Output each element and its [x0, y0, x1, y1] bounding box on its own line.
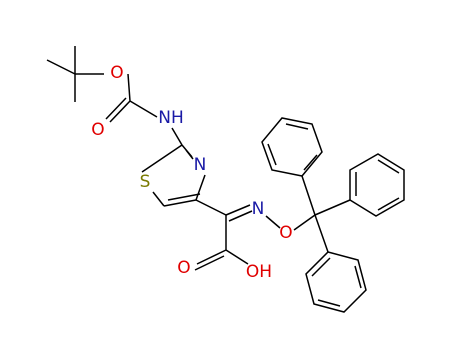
bond	[225, 204, 316, 231]
atom-label: OH	[246, 262, 272, 282]
bond	[105, 73, 158, 123]
bond	[301, 175, 351, 253]
atom-label: N	[194, 155, 207, 175]
bond	[194, 215, 249, 271]
atom-label: NH	[158, 108, 184, 128]
phenyl	[349, 153, 405, 217]
bond	[195, 199, 227, 216]
atom-label: O	[279, 223, 292, 243]
atom-label: S	[140, 172, 151, 192]
atom-label: N	[252, 199, 265, 219]
atom-labels: O O NH N S N O O OH	[91, 63, 292, 282]
bond	[171, 127, 183, 146]
bonds	[46, 46, 405, 313]
phenyl	[261, 117, 323, 177]
phenyl	[305, 251, 367, 313]
atom-label: O	[91, 120, 104, 140]
bond	[46, 46, 104, 102]
atom-label: O	[177, 258, 190, 278]
atom-label: O	[110, 63, 123, 83]
bond	[141, 144, 206, 207]
